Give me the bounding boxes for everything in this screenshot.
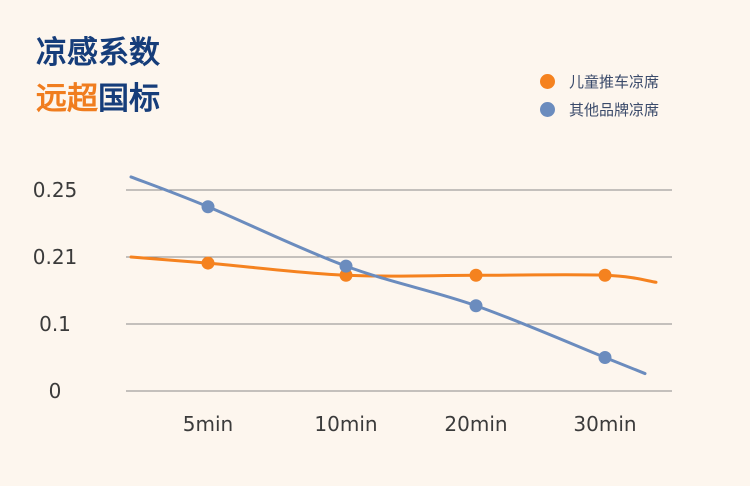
legend-marker-orange (540, 73, 555, 89)
y-tick-label: 0 (49, 379, 62, 403)
data-point (469, 299, 483, 313)
y-tick-label: 0.25 (33, 178, 78, 202)
chart-title: 凉感系数 远超国标 (36, 30, 160, 122)
data-point (339, 268, 353, 282)
data-point (339, 259, 353, 273)
x-axis-labels: 5min 10min 20min 30min (183, 412, 637, 436)
legend-item-orange: 儿童推车凉席 (540, 67, 659, 95)
legend-marker-blue (540, 101, 555, 117)
data-point (201, 200, 215, 214)
title-rest: 国标 (98, 81, 160, 117)
x-tick-label: 30min (573, 412, 636, 436)
y-tick-label: 0.1 (39, 312, 71, 336)
series-points (201, 200, 612, 364)
x-tick-label: 10min (314, 412, 377, 436)
data-point (201, 256, 215, 270)
y-axis-labels: 0.25 0.21 0.1 0 (33, 178, 78, 403)
title-line-2: 远超国标 (36, 76, 160, 122)
legend-item-blue: 其他品牌凉席 (540, 95, 659, 123)
grid-lines (126, 189, 672, 392)
data-point (598, 268, 612, 282)
data-point (469, 268, 483, 282)
title-line-1: 凉感系数 (36, 35, 160, 71)
y-tick-label: 0.21 (33, 245, 78, 269)
data-point (598, 351, 612, 364)
x-tick-label: 5min (183, 412, 233, 436)
legend: 儿童推车凉席 其他品牌凉席 (540, 67, 659, 123)
legend-label-blue: 其他品牌凉席 (569, 100, 660, 119)
title-accent: 远超 (36, 81, 98, 117)
x-tick-label: 20min (444, 412, 507, 436)
legend-label-orange: 儿童推车凉席 (569, 72, 660, 91)
